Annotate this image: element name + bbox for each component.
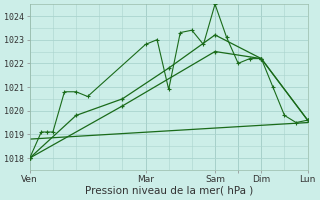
X-axis label: Pression niveau de la mer( hPa ): Pression niveau de la mer( hPa ) — [84, 186, 253, 196]
